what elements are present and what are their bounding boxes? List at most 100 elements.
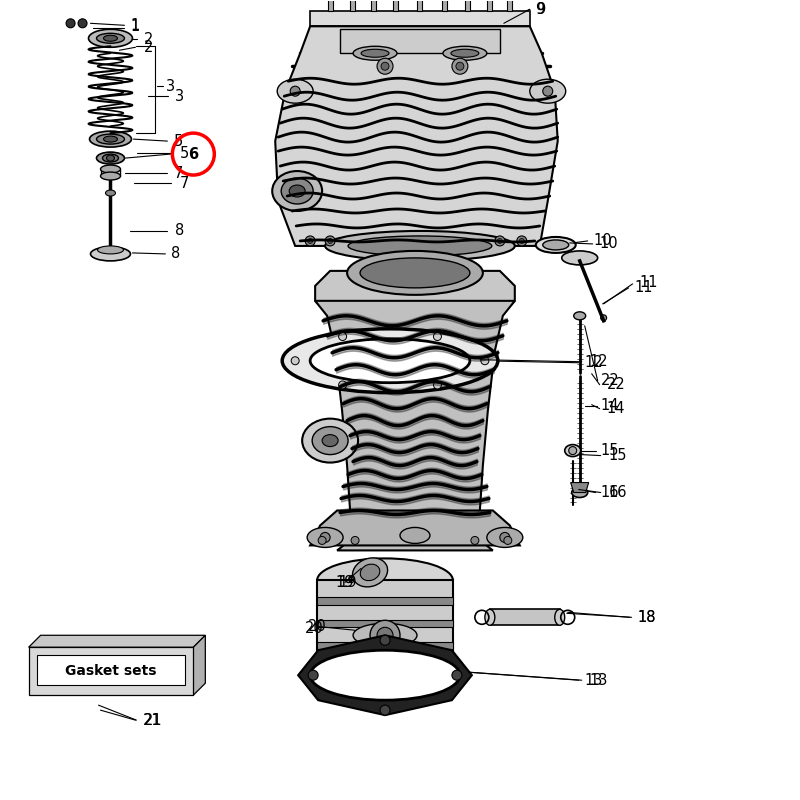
Ellipse shape [348,236,492,256]
Bar [350,0,354,11]
Ellipse shape [360,564,380,581]
Circle shape [452,670,462,680]
Ellipse shape [281,178,313,204]
Polygon shape [315,271,515,316]
Circle shape [290,86,300,96]
Circle shape [338,381,346,389]
Circle shape [519,238,524,243]
Circle shape [308,238,313,243]
Text: 5: 5 [174,134,182,149]
Ellipse shape [562,251,598,265]
Bar [418,0,422,11]
Circle shape [569,446,577,454]
Ellipse shape [98,246,123,254]
Ellipse shape [97,34,125,43]
Text: 3: 3 [175,89,185,104]
Bar [317,620,453,627]
Text: 1: 1 [130,18,140,33]
Ellipse shape [106,155,114,161]
Text: 18: 18 [638,610,656,625]
Circle shape [471,537,479,545]
Circle shape [434,333,442,341]
Ellipse shape [554,610,565,626]
Bar [442,0,447,11]
Text: 8: 8 [171,246,181,262]
Polygon shape [340,30,500,54]
Text: 11: 11 [634,280,653,295]
Circle shape [78,19,87,28]
Polygon shape [315,301,515,550]
Polygon shape [310,11,530,26]
Ellipse shape [310,650,460,700]
Text: 1: 1 [130,18,140,34]
Ellipse shape [278,79,313,103]
Ellipse shape [572,487,588,498]
Circle shape [370,620,400,650]
Bar [317,598,453,606]
Circle shape [308,670,318,680]
Circle shape [456,62,464,70]
Circle shape [381,62,389,70]
Circle shape [351,537,359,545]
Text: Gasket sets: Gasket sets [65,664,156,678]
Ellipse shape [90,131,131,147]
Bar [507,0,512,11]
Bar [466,0,470,11]
Text: 2: 2 [143,32,153,46]
Circle shape [320,533,330,542]
Ellipse shape [312,426,348,454]
Text: 6: 6 [188,146,198,162]
Ellipse shape [317,655,453,685]
Text: 3: 3 [166,78,175,94]
Circle shape [66,19,75,28]
Ellipse shape [353,46,397,60]
Text: 9: 9 [534,2,544,17]
Circle shape [601,315,606,321]
Polygon shape [29,635,206,647]
Circle shape [517,236,526,246]
Text: 22: 22 [601,374,619,388]
Ellipse shape [97,134,125,144]
Text: 13: 13 [585,673,603,688]
Text: 19: 19 [335,575,354,590]
Text: 19: 19 [338,575,357,590]
Ellipse shape [103,136,118,142]
Circle shape [380,635,390,646]
Ellipse shape [102,154,118,162]
Text: 15: 15 [609,448,627,463]
Circle shape [452,58,468,74]
Ellipse shape [322,434,338,446]
Ellipse shape [565,445,581,457]
Circle shape [291,357,299,365]
Ellipse shape [536,237,576,253]
Ellipse shape [101,165,121,173]
Bar [487,0,492,11]
Ellipse shape [443,46,487,60]
Bar [490,610,560,626]
Circle shape [495,236,505,246]
Bar [317,580,453,670]
Text: 16: 16 [609,485,627,500]
Circle shape [328,238,333,243]
Circle shape [434,381,442,389]
Ellipse shape [101,172,121,180]
Circle shape [500,533,510,542]
Text: 2: 2 [143,40,153,54]
Bar [29,647,194,695]
Ellipse shape [289,185,305,197]
Ellipse shape [106,190,115,196]
Ellipse shape [325,231,515,261]
Text: 10: 10 [594,234,612,249]
Text: 21: 21 [143,713,162,728]
Text: 21: 21 [142,713,161,728]
Ellipse shape [353,558,387,587]
Bar [37,655,186,685]
Ellipse shape [272,171,322,211]
Text: 8: 8 [175,223,185,238]
Ellipse shape [97,152,125,164]
Text: 10: 10 [600,237,618,251]
Ellipse shape [530,79,566,103]
Circle shape [325,236,335,246]
Ellipse shape [347,251,483,295]
Text: 9: 9 [536,2,545,17]
